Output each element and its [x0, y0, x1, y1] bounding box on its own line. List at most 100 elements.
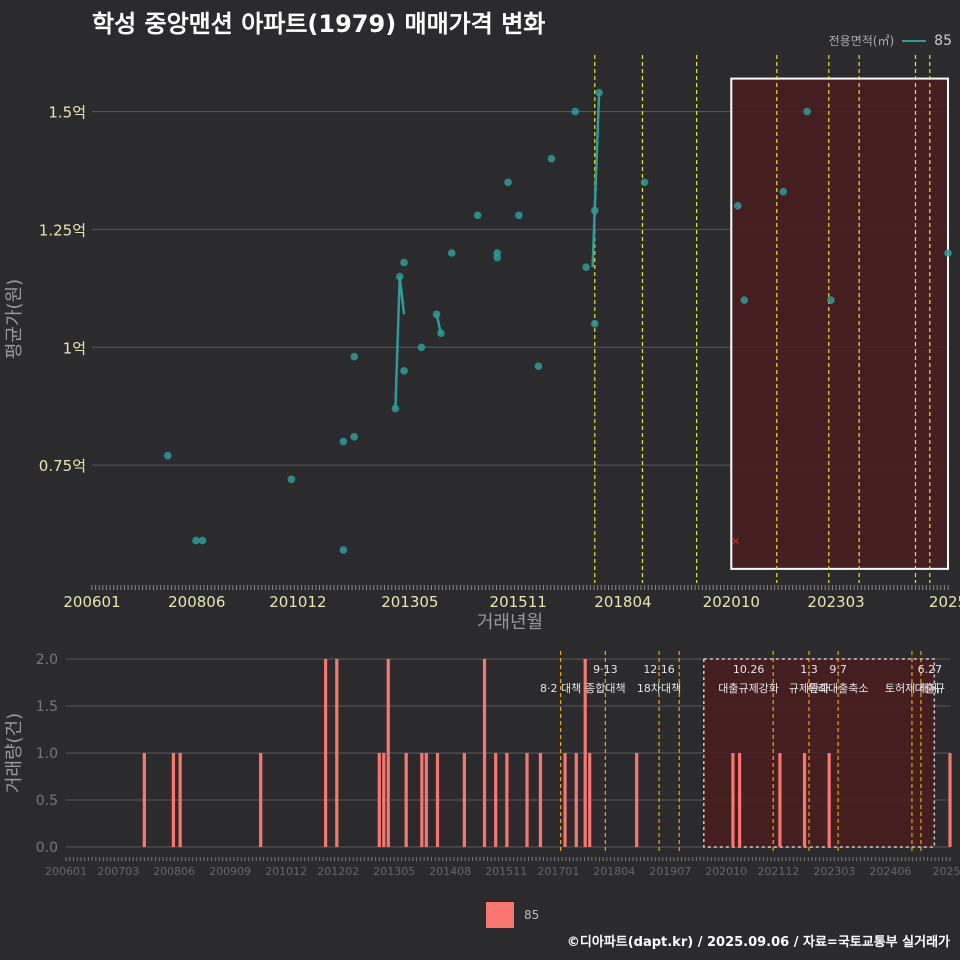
volume-bar [505, 753, 509, 847]
policy-date-label: 12·16 [643, 663, 675, 676]
volume-bar [574, 753, 578, 847]
volume-bar [563, 753, 567, 847]
volume-bar [482, 659, 487, 847]
x-tick-label: 201511 [485, 865, 527, 878]
policy-name-label: 대출규 [915, 682, 945, 695]
volume-bar [948, 753, 952, 847]
x-tick-label: 201701 [537, 865, 579, 878]
price-point [391, 404, 400, 413]
y-tick-label: 1.25억 [39, 221, 86, 239]
y-axis-label: 거래량(건) [4, 713, 25, 793]
x-tick-label: 200806 [168, 593, 225, 611]
policy-name-label: 8·2 대책 [540, 682, 581, 695]
policy-name-label: 종합대책 [585, 682, 625, 695]
y-tick-label: 0.75억 [39, 457, 86, 475]
price-point [432, 310, 441, 319]
volume-bar [635, 753, 639, 847]
price-point [400, 258, 408, 267]
volume-bar [142, 753, 146, 847]
x-tick-label: 200806 [153, 865, 195, 878]
volume-bar [778, 753, 782, 847]
x-tick-label: 200703 [97, 865, 139, 878]
x-tick-label: 201907 [649, 865, 691, 878]
volume-bar [494, 753, 498, 847]
y-tick-label: 1억 [63, 339, 86, 357]
volume-bar [802, 753, 807, 847]
x-tick-label: 2025 [929, 593, 960, 611]
x-tick-label: 201202 [317, 865, 359, 878]
y-tick-label: 1.5억 [48, 104, 86, 122]
x-tick-label: 201012 [265, 865, 307, 878]
legend-bottom: 85 [486, 902, 539, 928]
legend-title: 전용면적(㎡) [828, 34, 895, 48]
price-point [640, 178, 649, 187]
price-trend-line [591, 92, 601, 268]
x-tick-label: 201804 [593, 865, 635, 878]
x-tick-label: 201012 [269, 593, 326, 611]
price-point [582, 263, 590, 271]
volume-bar [386, 659, 390, 847]
highlight-period [730, 77, 949, 570]
x-tick-label: 202010 [705, 865, 747, 878]
x-tick-label: 201511 [490, 593, 547, 611]
price-trend-line [394, 276, 406, 409]
cross-marker: × [731, 535, 740, 548]
volume-bar [731, 753, 735, 847]
price-point [198, 536, 207, 545]
price-point [504, 178, 512, 187]
policy-date-label: 9·13 [593, 663, 618, 676]
x-tick-label: 202303 [813, 865, 855, 878]
price-point [590, 206, 599, 215]
price-point [733, 202, 742, 210]
price-point [590, 319, 599, 328]
price-point [437, 329, 445, 337]
legend-label: 85 [934, 32, 952, 49]
price-point [534, 362, 543, 370]
x-tick-label: 202303 [807, 593, 864, 611]
legend-bottom-label: 85 [524, 908, 540, 922]
volume-bar [404, 753, 408, 847]
price-point [547, 154, 556, 163]
x-tick-label: 200601 [63, 593, 120, 611]
legend-top: 전용면적(㎡) 85 [829, 32, 952, 49]
price-point [339, 437, 348, 446]
x-tick-label: 202010 [703, 593, 760, 611]
legend-bar-swatch [486, 902, 514, 928]
volume-bar [435, 753, 440, 847]
volume-bar [738, 753, 742, 847]
policy-date-label: 1.3 [800, 663, 818, 676]
policy-name-label: 규제완화 [789, 682, 829, 695]
x-tick-label: 20250 [933, 865, 960, 878]
price-point [400, 367, 408, 375]
price-point [417, 343, 426, 352]
policy-name-label: 18차대책 [637, 682, 681, 695]
volume-bar [827, 753, 831, 847]
volume-bar-chart: 0.0 0.5 1.0 1.5 2.0 8·2 대책 9·13 종합대책 12·16 18차대책 1… [4, 651, 960, 878]
x-tick-label: 202112 [757, 865, 799, 878]
price-point [493, 253, 502, 262]
price-point [350, 433, 359, 441]
price-point [827, 296, 835, 304]
price-point [515, 211, 523, 220]
highlight-period [703, 658, 936, 848]
x-tick-label: 201804 [594, 593, 651, 611]
price-point [944, 249, 952, 257]
x-tick-label: 201305 [381, 593, 438, 611]
volume-bar [377, 753, 381, 847]
y-tick-label: 0.0 [36, 840, 58, 856]
policy-date-label: 10.26 [733, 663, 765, 676]
chart-title: 학성 중앙맨션 아파트(1979) 매매가격 변화 [92, 10, 546, 38]
volume-bar [538, 753, 543, 847]
price-point [803, 107, 811, 116]
price-point [571, 107, 580, 116]
volume-bar [583, 659, 587, 847]
y-tick-label: 1.0 [36, 746, 58, 762]
volume-bar [178, 753, 182, 847]
price-point [395, 272, 404, 281]
policy-date-label: 9.7 [829, 663, 847, 676]
x-tick-label: 201408 [429, 865, 471, 878]
policy-name-label: 대출규제강화 [718, 682, 779, 695]
price-point [473, 211, 482, 220]
price-point [164, 451, 172, 460]
